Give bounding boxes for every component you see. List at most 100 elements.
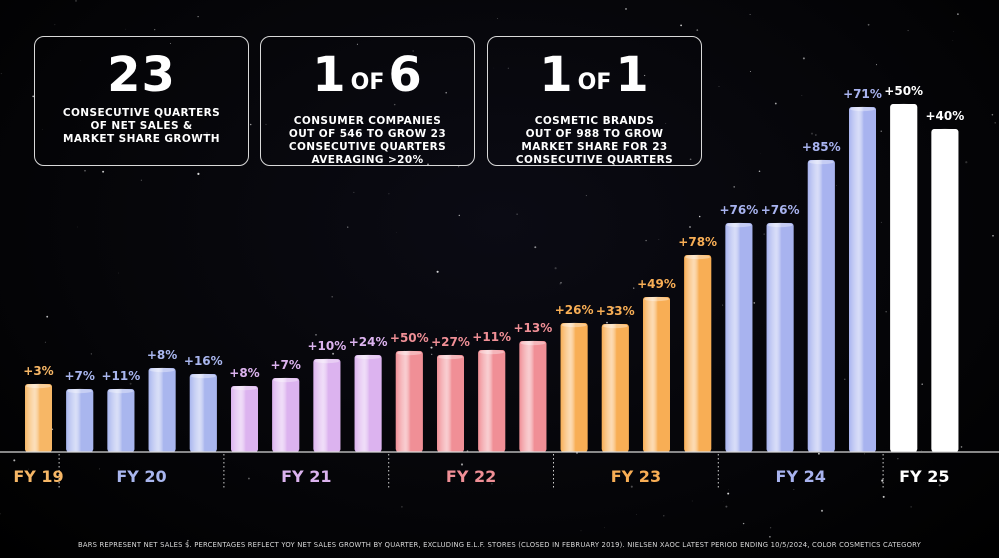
- star: [393, 103, 396, 106]
- star: [534, 246, 537, 249]
- star: [604, 527, 605, 529]
- bar-shine: [560, 323, 588, 452]
- star: [769, 535, 771, 538]
- bar-shine: [807, 160, 835, 452]
- star: [197, 15, 199, 18]
- bar-value-label: +85%: [802, 140, 841, 154]
- stat-caption: CONSUMER COMPANIES OUT OF 546 TO GROW 23…: [261, 115, 474, 167]
- star: [315, 334, 317, 336]
- bar-cap: [67, 388, 93, 394]
- star: [952, 40, 954, 41]
- bar-cap: [232, 385, 257, 391]
- star: [460, 463, 464, 466]
- star: [445, 91, 448, 94]
- star: [658, 239, 660, 240]
- bar-shine: [272, 378, 300, 452]
- bar-cap: [767, 222, 793, 228]
- bar-value-label: +11%: [472, 330, 511, 344]
- bar-cap: [891, 103, 917, 109]
- star: [404, 157, 406, 159]
- bar-value-label: +3%: [23, 364, 53, 378]
- star: [42, 129, 43, 130]
- star: [625, 7, 627, 10]
- bar-value-label: +78%: [678, 235, 717, 249]
- star: [876, 64, 877, 66]
- bar-shine: [148, 368, 176, 452]
- bar-value-label: +11%: [102, 369, 141, 383]
- bar-shine: [643, 297, 670, 452]
- bar-cap: [850, 106, 875, 112]
- star: [921, 450, 922, 451]
- bar-value-label: +7%: [270, 358, 300, 372]
- bar-cap: [438, 354, 463, 360]
- bar-cap: [108, 388, 134, 394]
- bar-value-label: +50%: [884, 84, 923, 98]
- star: [749, 71, 751, 72]
- star: [559, 283, 561, 285]
- bar-value-label: +7%: [64, 369, 94, 383]
- star: [696, 29, 699, 31]
- star: [331, 295, 333, 298]
- footnote: BARS REPRESENT NET SALES $. PERCENTAGES …: [78, 541, 921, 549]
- bar-shine: [849, 107, 876, 452]
- star: [140, 179, 143, 181]
- group-label: FY 22: [446, 467, 496, 486]
- caption-line: CONSECUTIVE QUARTERS: [515, 154, 674, 166]
- star: [643, 74, 646, 77]
- star: [13, 459, 16, 462]
- star: [316, 161, 318, 163]
- star: [689, 226, 691, 228]
- bar-shine: [931, 129, 959, 452]
- bar-value-label: +33%: [596, 304, 635, 318]
- star: [957, 13, 959, 15]
- bar-shine: [25, 384, 52, 452]
- star: [897, 458, 899, 460]
- caption-line: CONSECUTIVE QUARTERS: [62, 107, 221, 119]
- star: [992, 234, 994, 237]
- star: [628, 316, 631, 318]
- bar-value-label: +16%: [184, 354, 223, 368]
- bar-value-label: +50%: [390, 331, 429, 345]
- bar-cap: [190, 373, 216, 379]
- star: [197, 134, 199, 136]
- star: [403, 350, 405, 351]
- star: [864, 453, 865, 455]
- stat-box-quarters: 23 CONSECUTIVE QUARTERS OF NET SALES & M…: [34, 36, 249, 166]
- star: [436, 270, 439, 273]
- stat-number: 23: [107, 47, 176, 103]
- caption-line: MARKET SHARE GROWTH: [63, 133, 220, 145]
- bar-cap: [149, 367, 175, 373]
- bar-cap: [561, 322, 587, 328]
- star: [507, 67, 509, 69]
- bar-value-label: +24%: [349, 335, 388, 349]
- bar-cap: [726, 222, 752, 228]
- bar-shine: [189, 374, 217, 452]
- bar-cap: [479, 349, 505, 355]
- star: [960, 446, 963, 448]
- star: [633, 287, 635, 289]
- bar-value-label: +10%: [308, 339, 347, 353]
- star: [801, 95, 803, 96]
- star: [991, 113, 994, 116]
- star: [197, 172, 200, 175]
- star: [802, 57, 805, 60]
- bar-cap: [932, 128, 958, 134]
- star: [769, 527, 772, 529]
- caption-line: OF NET SALES &: [90, 120, 193, 132]
- caption-line: CONSUMER COMPANIES: [293, 115, 442, 127]
- bar-cap: [644, 296, 669, 302]
- star: [554, 267, 557, 270]
- star: [663, 515, 665, 517]
- star: [205, 131, 208, 134]
- group-label: FY 25: [899, 467, 949, 486]
- star: [835, 185, 837, 186]
- star: [910, 506, 912, 508]
- star: [187, 539, 189, 542]
- star: [90, 353, 92, 355]
- star: [727, 492, 730, 495]
- star: [953, 31, 955, 32]
- star: [516, 213, 518, 215]
- caption-line: MARKET SHARE FOR 23: [521, 141, 668, 153]
- bar-value-label: +8%: [229, 366, 259, 380]
- bar-shine: [601, 324, 629, 452]
